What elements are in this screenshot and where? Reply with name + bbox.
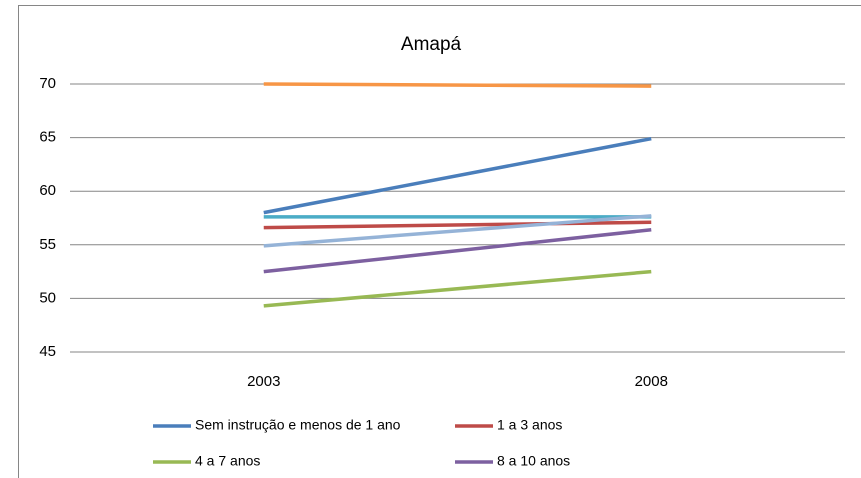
y-tick-label: 50 bbox=[39, 289, 56, 306]
series-line bbox=[263, 269, 652, 308]
legend-label: Sem instrução e menos de 1 ano bbox=[195, 417, 401, 433]
y-tick-label: 65 bbox=[39, 129, 56, 146]
legend-label: 8 a 10 anos bbox=[497, 453, 570, 469]
series-line bbox=[263, 228, 652, 274]
y-tick-label: 70 bbox=[39, 75, 56, 92]
y-tick-label: 45 bbox=[39, 343, 56, 360]
legend-label: 4 a 7 anos bbox=[195, 453, 260, 469]
y-tick-label: 60 bbox=[39, 182, 56, 199]
legend-label: 1 a 3 anos bbox=[497, 417, 562, 433]
series-line bbox=[263, 82, 652, 88]
chart-title: Amapá bbox=[401, 34, 462, 55]
x-tick-label: 2003 bbox=[247, 373, 280, 390]
x-tick-label: 2008 bbox=[635, 373, 668, 390]
series-line bbox=[263, 214, 652, 248]
series-line bbox=[263, 220, 652, 230]
y-tick-label: 55 bbox=[39, 236, 56, 253]
series-line bbox=[263, 136, 652, 215]
chart-frame bbox=[18, 5, 861, 478]
